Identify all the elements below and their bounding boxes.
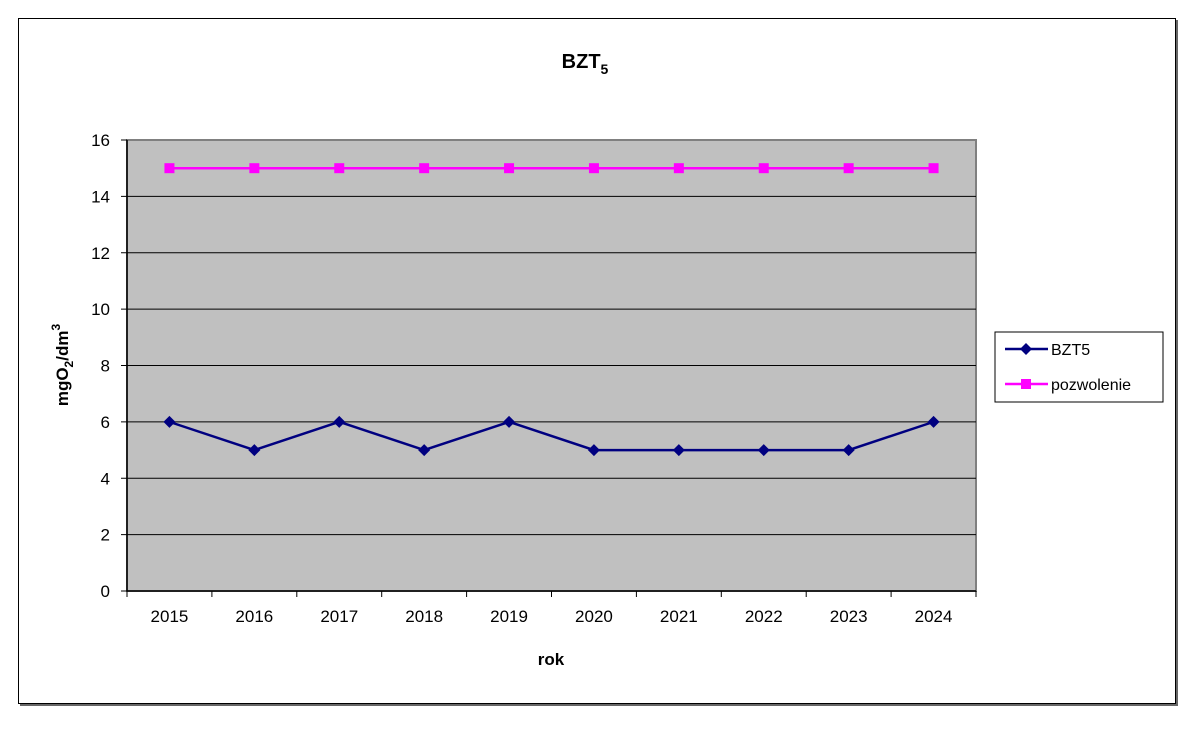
x-tick-label: 2020 [575,607,613,626]
y-tick-label: 12 [91,244,110,263]
y-tick-label: 2 [101,526,110,545]
y-tick-label: 14 [91,187,110,206]
series-lines [163,163,940,457]
square-marker-icon [164,163,175,174]
diamond-marker-icon [333,415,346,428]
diamond-marker-icon [927,415,940,428]
y-axis-title: mgO2/dm3 [49,324,76,407]
x-tick-label: 2021 [660,607,698,626]
x-tick-label: 2022 [745,607,783,626]
diamond-marker-icon [1020,343,1032,355]
square-marker-icon [419,163,430,174]
chart-title: BZT5 [562,51,609,77]
legend-label: pozwolenie [1051,377,1131,394]
y-tick-label: 16 [91,131,110,150]
x-axis: 2015 2016 2017 2018 2019 2020 2021 2022 2023 2024 [126,590,977,626]
series-line [169,420,934,452]
y-tick-label: 8 [101,357,110,376]
square-marker-icon [1021,379,1031,389]
x-tick-label: 2017 [320,607,358,626]
series-bzt5 [163,415,940,457]
x-tick-label: 2018 [405,607,443,626]
square-marker-icon [758,163,769,174]
square-marker-icon [249,163,260,174]
y-tick-label: 4 [101,469,110,488]
square-marker-icon [928,163,939,174]
x-tick-label: 2016 [235,607,273,626]
square-marker-icon [673,163,684,174]
legend-item-bzt5: BZT5 [1005,342,1090,359]
diamond-marker-icon [503,415,516,428]
x-tick-label: 2024 [915,607,953,626]
square-marker-icon [334,163,345,174]
plot-area [126,139,977,592]
y-tick-label: 10 [91,300,110,319]
series-pozwolenie [164,163,939,174]
legend-label: BZT5 [1051,342,1090,359]
x-axis-title: rok [538,650,565,669]
diamond-marker-icon [672,444,685,457]
diamond-marker-icon [418,444,431,457]
diamond-marker-icon [163,415,176,428]
x-tick-label: 2015 [151,607,189,626]
y-tick-label: 0 [101,582,110,601]
square-marker-icon [843,163,854,174]
diamond-marker-icon [842,444,855,457]
diamond-marker-icon [757,444,770,457]
legend-item-pozwolenie: pozwolenie [1005,377,1131,394]
diamond-marker-icon [248,444,261,457]
diamond-marker-icon [587,444,600,457]
square-marker-icon [504,163,515,174]
y-axis: 0 2 4 6 8 10 12 14 16 [91,131,128,601]
x-tick-label: 2019 [490,607,528,626]
legend: BZT5 pozwolenie [994,331,1164,403]
x-tick-label: 2023 [830,607,868,626]
y-tick-label: 6 [101,413,110,432]
square-marker-icon [588,163,599,174]
